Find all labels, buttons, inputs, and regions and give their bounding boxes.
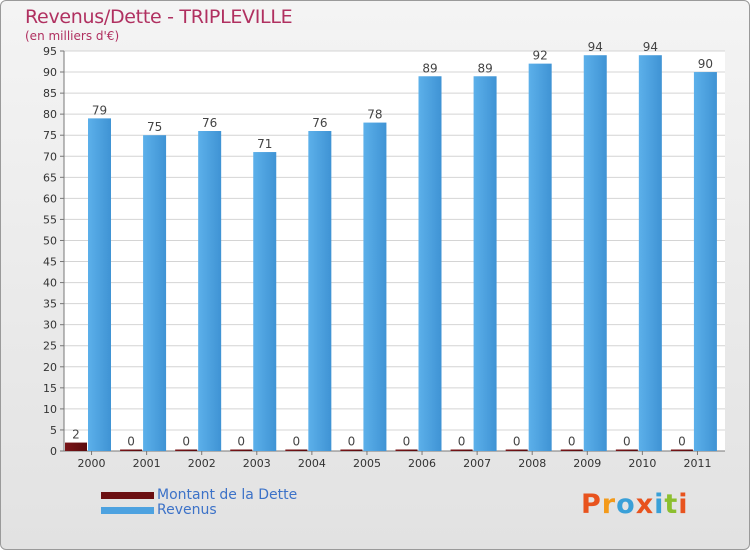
data-label-revenus-2003: 71 <box>257 137 272 151</box>
y-tick-label: 55 <box>43 213 57 226</box>
y-tick-label: 90 <box>43 66 57 79</box>
bar-dette-2006 <box>395 449 418 451</box>
bar-revenus-2007 <box>473 76 497 452</box>
chart-subtitle: (en milliers d'€) <box>25 29 120 43</box>
data-label-revenus-2005: 78 <box>367 108 382 122</box>
bar-dette-2009 <box>560 449 583 451</box>
logo-letter: r <box>601 489 617 520</box>
bar-revenus-2006 <box>418 76 442 452</box>
y-tick-label: 10 <box>43 403 57 416</box>
x-tick-label-2002: 2002 <box>188 457 216 470</box>
x-tick-label-2005: 2005 <box>353 457 381 470</box>
x-tick-label-2006: 2006 <box>408 457 436 470</box>
chart-title: Revenus/Dette - TRIPLEVILLE <box>25 6 293 28</box>
legend-label-revenus: Revenus <box>157 502 217 518</box>
bar-dette-2008 <box>505 449 528 451</box>
x-tick-label-2011: 2011 <box>683 457 711 470</box>
bar-revenus-2011 <box>693 72 717 451</box>
x-tick-label-2007: 2007 <box>463 457 491 470</box>
bar-revenus-2009 <box>583 55 607 452</box>
data-label-revenus-2000: 79 <box>92 103 107 117</box>
bar-revenus-2000 <box>88 118 111 452</box>
y-tick-label: 5 <box>50 424 57 437</box>
bar-revenus-2004 <box>308 131 332 451</box>
data-label-dette-2010: 0 <box>623 435 631 449</box>
bar-dette-2010 <box>615 449 638 451</box>
data-label-revenus-2008: 92 <box>533 49 548 63</box>
data-label-dette-2000: 2 <box>72 428 80 442</box>
bar-dette-2005 <box>340 449 363 451</box>
y-tick-label: 70 <box>43 150 57 163</box>
x-tick-label-2009: 2009 <box>573 457 601 470</box>
x-tick-label-2001: 2001 <box>133 457 161 470</box>
bar-revenus-2008 <box>528 63 552 451</box>
logo-letter: x <box>635 489 655 520</box>
y-tick-label: 50 <box>43 234 57 247</box>
x-tick-label-2010: 2010 <box>628 457 656 470</box>
bar-dette-2002 <box>175 449 198 451</box>
x-tick-label-2003: 2003 <box>243 457 271 470</box>
bar-revenus-2003 <box>253 152 277 452</box>
logo-letter: o <box>616 489 636 520</box>
data-label-dette-2008: 0 <box>513 435 521 449</box>
y-tick-label: 75 <box>43 129 57 142</box>
y-tick-label: 20 <box>43 361 57 374</box>
y-tick-label: 65 <box>43 171 57 184</box>
logo-letter: t <box>664 489 679 520</box>
legend-swatch-revenus <box>101 506 154 514</box>
data-label-dette-2002: 0 <box>182 435 190 449</box>
y-tick-label: 35 <box>43 298 57 311</box>
data-label-revenus-2002: 76 <box>202 116 217 130</box>
y-tick-label: 85 <box>43 87 57 100</box>
y-tick-label: 25 <box>43 340 57 353</box>
data-label-dette-2004: 0 <box>293 435 301 449</box>
data-label-revenus-2010: 94 <box>643 40 658 54</box>
data-label-revenus-2004: 76 <box>312 116 327 130</box>
data-label-dette-2001: 0 <box>127 435 135 449</box>
x-tick-label-2000: 2000 <box>78 457 106 470</box>
data-label-dette-2011: 0 <box>678 435 686 449</box>
bar-revenus-2001 <box>143 135 167 452</box>
data-label-dette-2005: 0 <box>348 435 356 449</box>
legend-item-dette: Montant de la Dette <box>101 487 297 503</box>
data-label-revenus-2001: 75 <box>147 120 162 134</box>
legend-item-revenus: Revenus <box>101 502 217 518</box>
y-tick-label: 0 <box>50 445 57 458</box>
data-label-revenus-2007: 89 <box>477 61 492 75</box>
data-label-dette-2007: 0 <box>458 435 466 449</box>
data-label-dette-2009: 0 <box>568 435 576 449</box>
y-tick-label: 45 <box>43 256 57 269</box>
bar-dette-2001 <box>120 449 143 451</box>
y-tick-label: 95 <box>43 45 57 58</box>
plot-area <box>64 51 725 451</box>
data-label-revenus-2009: 94 <box>588 40 603 54</box>
data-label-dette-2006: 0 <box>403 435 411 449</box>
proxiti-logo: Proxiti <box>581 489 689 520</box>
bar-dette-2007 <box>450 449 473 451</box>
y-tick-label: 30 <box>43 319 57 332</box>
y-tick-label: 80 <box>43 108 57 121</box>
bar-dette-2004 <box>285 449 308 451</box>
logo-letter: P <box>581 489 602 520</box>
bar-dette-2011 <box>670 449 693 451</box>
legend-swatch-dette <box>101 491 154 499</box>
x-tick-label-2008: 2008 <box>518 457 546 470</box>
bar-revenus-2005 <box>363 122 387 451</box>
data-label-revenus-2006: 89 <box>422 61 437 75</box>
y-tick-label: 15 <box>43 382 57 395</box>
data-label-revenus-2011: 90 <box>698 57 713 71</box>
bar-dette-2003 <box>230 449 253 451</box>
x-tick-label-2004: 2004 <box>298 457 326 470</box>
logo-letter: i <box>678 489 689 520</box>
legend-label-dette: Montant de la Dette <box>157 487 298 503</box>
data-label-dette-2003: 0 <box>237 435 245 449</box>
y-tick-label: 60 <box>43 192 57 205</box>
bar-revenus-2010 <box>638 55 662 452</box>
bar-dette-2000 <box>65 442 87 451</box>
y-tick-label: 40 <box>43 277 57 290</box>
logo-letter: i <box>654 489 665 520</box>
bar-revenus-2002 <box>198 131 222 451</box>
